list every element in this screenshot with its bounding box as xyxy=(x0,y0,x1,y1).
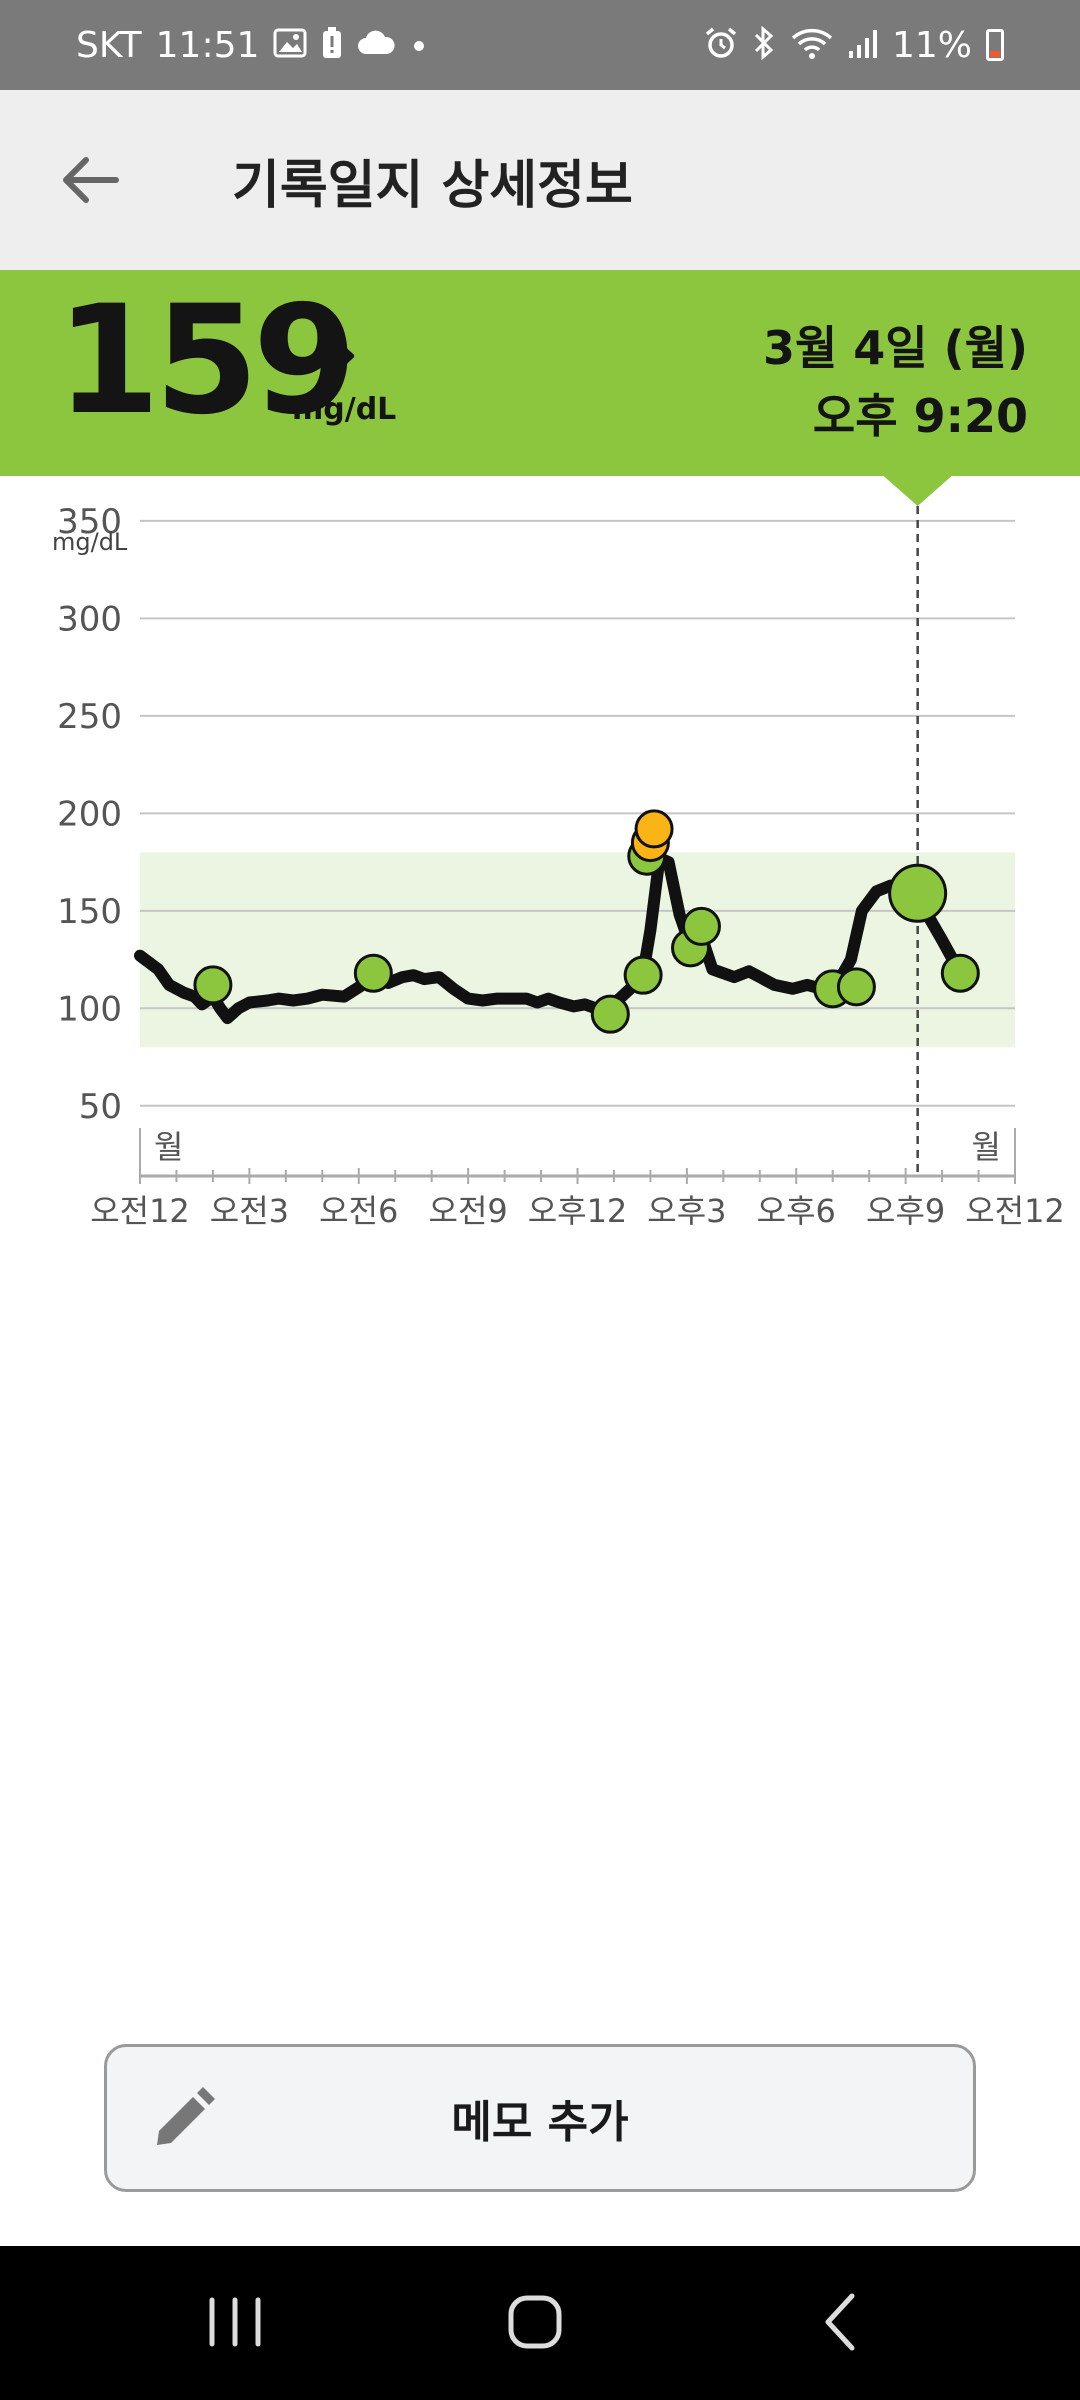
target-range-band xyxy=(140,852,1015,1048)
alert-icon xyxy=(321,26,343,64)
x-tick-label: 오후6 xyxy=(757,1192,836,1230)
x-tick-label: 오전3 xyxy=(210,1192,289,1230)
reading-point[interactable] xyxy=(681,906,721,946)
x-tick-label: 오전12 xyxy=(965,1192,1065,1230)
y-tick-label: 250 xyxy=(57,697,122,737)
x-tick-label: 오전6 xyxy=(319,1192,398,1230)
status-right: 11% xyxy=(704,0,1004,90)
back-nav-button[interactable] xyxy=(786,2282,896,2362)
glucose-line xyxy=(134,852,967,1025)
x-tick-label: 오전9 xyxy=(429,1192,508,1230)
page-title: 기록일지 상세정보 xyxy=(232,155,633,216)
y-tick-label: 300 xyxy=(57,599,122,639)
arrow-right-icon xyxy=(311,338,355,374)
add-memo-label: 메모 추가 xyxy=(451,2097,629,2148)
battery-icon xyxy=(986,29,1004,61)
day-label: 월 xyxy=(154,1128,183,1166)
selected-reading-point[interactable] xyxy=(888,863,948,923)
y-tick-label: 200 xyxy=(57,794,122,834)
y-tick-label: 100 xyxy=(57,989,122,1029)
recent-apps-button[interactable] xyxy=(180,2282,290,2362)
x-tick-label: 오후9 xyxy=(866,1192,945,1230)
glucose-unit: mg/dL xyxy=(292,392,397,427)
reading-time: 오후 9:20 xyxy=(812,389,1028,443)
y-tick-label: 350 xyxy=(57,502,122,542)
reading-point[interactable] xyxy=(634,809,674,849)
y-tick-label: 50 xyxy=(79,1087,122,1127)
wifi-icon xyxy=(790,26,834,65)
signal-icon xyxy=(848,27,878,64)
y-axis-label: mg/dL xyxy=(52,528,128,556)
home-icon xyxy=(508,2295,562,2349)
back-icon xyxy=(825,2293,855,2351)
x-tick-label: 오후3 xyxy=(647,1192,726,1230)
recent-apps-icon xyxy=(209,2297,261,2347)
reading-point[interactable] xyxy=(940,953,980,993)
battery-label: 11% xyxy=(891,24,972,66)
add-memo-button[interactable]: 메모 추가 xyxy=(104,2044,976,2192)
status-bar: SKT 11:51 11% xyxy=(0,0,1080,90)
pencil-icon xyxy=(157,2087,215,2145)
reading-point[interactable] xyxy=(623,955,663,995)
glucose-chart[interactable]: 350 300 250 200 150 100 50 mg/dL 오전12 오전3 오전6 오전9 오후… xyxy=(0,476,1080,1736)
selected-time-pointer xyxy=(883,476,952,506)
navigation-bar xyxy=(0,2246,1080,2400)
reading-point[interactable] xyxy=(353,953,393,993)
glucose-value: 159 xyxy=(56,274,357,448)
dot-icon xyxy=(409,29,429,61)
cloud-icon xyxy=(357,29,395,61)
reading-point[interactable] xyxy=(193,965,233,1005)
clock-label: 11:51 xyxy=(155,24,260,66)
reading-point[interactable] xyxy=(590,994,630,1034)
reading-header: 159 mg/dL 3월 4일 (월) 오후 9:20 xyxy=(0,270,1080,476)
x-tick-label: 오전12 xyxy=(90,1192,190,1230)
reading-date: 3월 4일 (월) xyxy=(762,321,1028,375)
arrow-left-icon xyxy=(63,157,119,203)
reading-point[interactable] xyxy=(836,967,876,1007)
status-left: SKT 11:51 xyxy=(76,0,429,90)
bluetooth-icon xyxy=(752,25,776,65)
alarm-icon xyxy=(704,26,738,65)
day-label: 월 xyxy=(972,1128,1001,1166)
gallery-icon xyxy=(273,28,307,63)
app-bar: 기록일지 상세정보 xyxy=(0,90,1080,270)
carrier-label: SKT xyxy=(76,24,142,66)
x-tick-label: 오후12 xyxy=(528,1192,628,1230)
home-button[interactable] xyxy=(480,2282,590,2362)
y-tick-label: 150 xyxy=(57,892,122,932)
back-button[interactable] xyxy=(52,144,128,216)
